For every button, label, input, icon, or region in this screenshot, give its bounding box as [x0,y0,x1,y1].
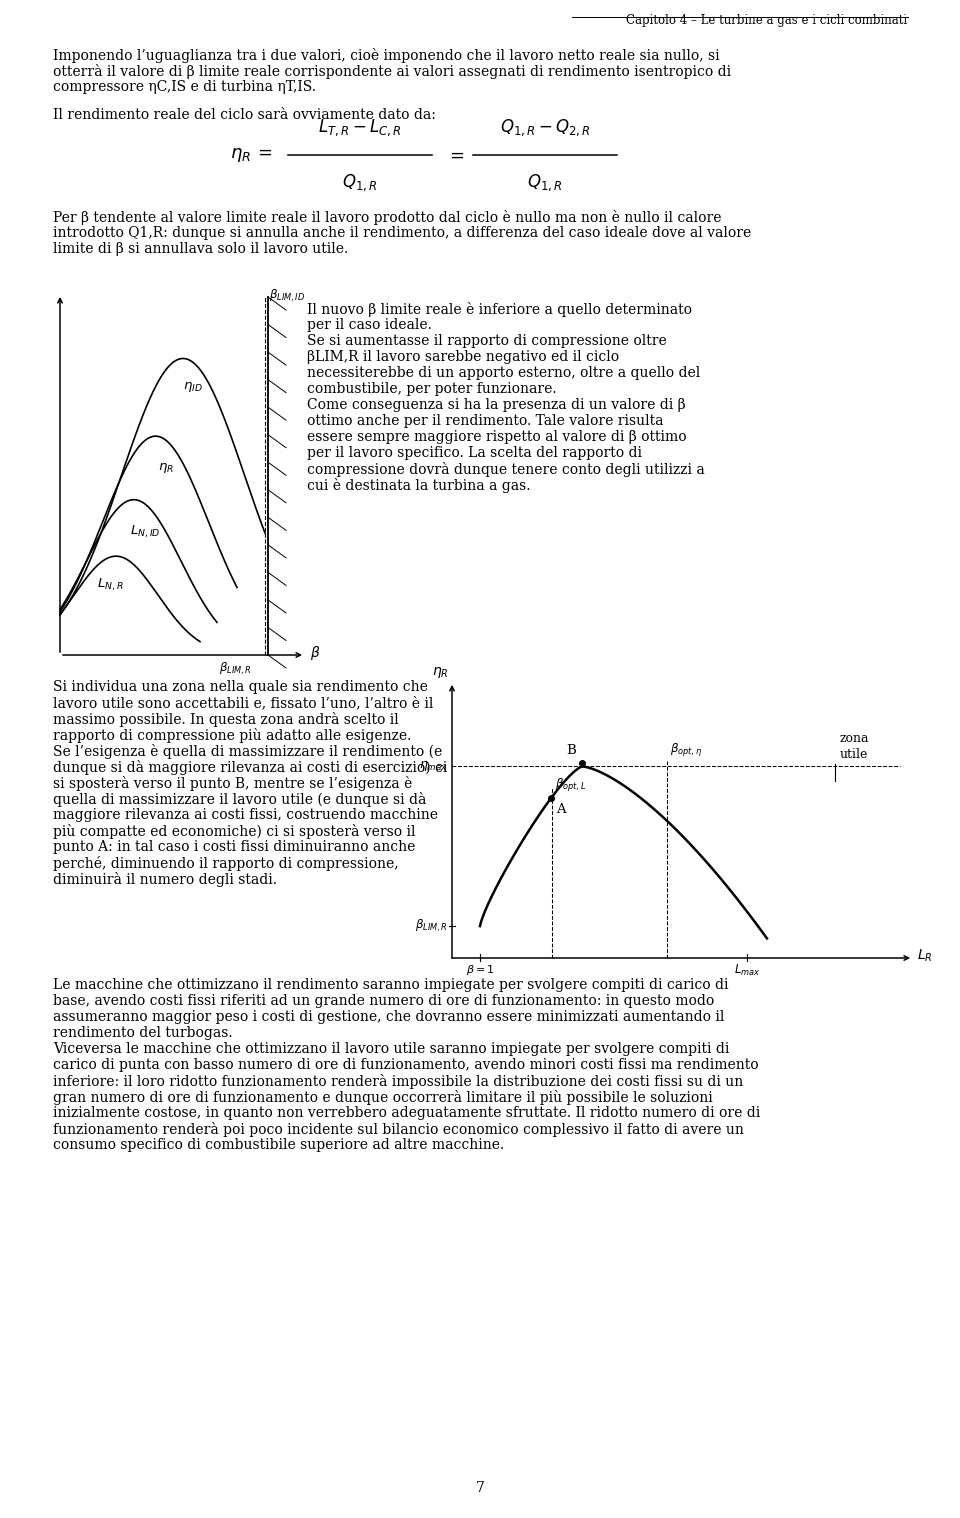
Text: dunque si dà maggiore rilevanza ai costi di esercizio) ci: dunque si dà maggiore rilevanza ai costi… [53,761,447,776]
Text: $L_{N,R}$: $L_{N,R}$ [97,577,124,592]
Text: $\eta_{ID}$: $\eta_{ID}$ [183,380,203,393]
Text: Il nuovo β limite reale è inferiore a quello determinato: Il nuovo β limite reale è inferiore a qu… [307,302,692,317]
Text: carico di punta con basso numero di ore di funzionamento, avendo minori costi fi: carico di punta con basso numero di ore … [53,1058,758,1072]
Text: introdotto Q1,R: dunque si annulla anche il rendimento, a differenza del caso id: introdotto Q1,R: dunque si annulla anche… [53,226,752,240]
Text: perché, diminuendo il rapporto di compressione,: perché, diminuendo il rapporto di compre… [53,856,398,871]
Text: $Q_{1,R}$: $Q_{1,R}$ [343,172,377,193]
Text: rapporto di compressione più adatto alle esigenze.: rapporto di compressione più adatto alle… [53,729,412,742]
Text: B: B [566,744,576,757]
Text: funzionamento renderà poi poco incidente sul bilancio economico complessivo il f: funzionamento renderà poi poco incidente… [53,1122,744,1137]
Text: punto A: in tal caso i costi fissi diminuiranno anche: punto A: in tal caso i costi fissi dimin… [53,839,416,855]
Text: $=$: $=$ [445,146,465,164]
Text: quella di massimizzare il lavoro utile (e dunque si dà: quella di massimizzare il lavoro utile (… [53,792,426,808]
Text: $L_{N,ID}$: $L_{N,ID}$ [130,524,160,540]
Text: $Q_{1,R} - Q_{2,R}$: $Q_{1,R} - Q_{2,R}$ [499,117,590,138]
Text: A: A [557,803,566,815]
Text: Se si aumentasse il rapporto di compressione oltre: Se si aumentasse il rapporto di compress… [307,334,667,348]
Text: diminuirà il numero degli stadi.: diminuirà il numero degli stadi. [53,871,277,887]
Text: rendimento del turbogas.: rendimento del turbogas. [53,1026,232,1040]
Text: per il lavoro specifico. La scelta del rapporto di: per il lavoro specifico. La scelta del r… [307,446,642,460]
Text: combustibile, per poter funzionare.: combustibile, per poter funzionare. [307,383,557,396]
Text: base, avendo costi fissi riferiti ad un grande numero di ore di funzionamento: i: base, avendo costi fissi riferiti ad un … [53,994,714,1008]
Text: $\eta_{max}$: $\eta_{max}$ [419,759,448,774]
Text: ottimo anche per il rendimento. Tale valore risulta: ottimo anche per il rendimento. Tale val… [307,414,663,428]
Text: inferiore: il loro ridotto funzionamento renderà impossibile la distribuzione de: inferiore: il loro ridotto funzionamento… [53,1075,743,1088]
Text: lavoro utile sono accettabili e, fissato l’uno, l’altro è il: lavoro utile sono accettabili e, fissato… [53,695,433,710]
Text: $L_R$: $L_R$ [917,947,932,964]
Text: cui è destinata la turbina a gas.: cui è destinata la turbina a gas. [307,478,531,493]
Text: inizialmente costose, in quanto non verrebbero adeguatamente sfruttate. Il ridot: inizialmente costose, in quanto non verr… [53,1107,760,1120]
Text: limite di β si annullava solo il lavoro utile.: limite di β si annullava solo il lavoro … [53,241,348,257]
Text: 7: 7 [475,1482,485,1495]
Text: $\beta_{LIM,R}$: $\beta_{LIM,R}$ [219,660,252,677]
Text: Il rendimento reale del ciclo sarà ovviamente dato da:: Il rendimento reale del ciclo sarà ovvia… [53,108,436,121]
Text: zona
utile: zona utile [840,733,870,762]
Text: compressore ηC,IS e di turbina ηT,IS.: compressore ηC,IS e di turbina ηT,IS. [53,80,316,94]
Text: massimo possibile. In questa zona andrà scelto il: massimo possibile. In questa zona andrà … [53,712,398,727]
Text: $L_{max}$: $L_{max}$ [733,962,760,978]
Text: $\eta_R$: $\eta_R$ [158,461,175,475]
Text: necessiterebbe di un apporto esterno, oltre a quello del: necessiterebbe di un apporto esterno, ol… [307,366,700,380]
Text: Se l’esigenza è quella di massimizzare il rendimento (e: Se l’esigenza è quella di massimizzare i… [53,744,443,759]
Text: $\beta_{opt,L}$: $\beta_{opt,L}$ [555,776,587,792]
Text: $\eta_R$: $\eta_R$ [432,665,449,680]
Text: $\beta_{opt,\eta}$: $\beta_{opt,\eta}$ [670,741,702,759]
Text: si sposterà verso il punto B, mentre se l’esigenza è: si sposterà verso il punto B, mentre se … [53,776,412,791]
Text: Come conseguenza si ha la presenza di un valore di β: Come conseguenza si ha la presenza di un… [307,398,685,411]
Text: per il caso ideale.: per il caso ideale. [307,317,432,332]
Text: $L_{T,R} - L_{C,R}$: $L_{T,R} - L_{C,R}$ [318,117,402,138]
Text: Capitolo 4 – Le turbine a gas e i cicli combinati: Capitolo 4 – Le turbine a gas e i cicli … [626,14,907,27]
Text: $Q_{1,R}$: $Q_{1,R}$ [527,172,563,193]
Text: consumo specifico di combustibile superiore ad altre macchine.: consumo specifico di combustibile superi… [53,1138,504,1152]
Text: Viceversa le macchine che ottimizzano il lavoro utile saranno impiegate per svol: Viceversa le macchine che ottimizzano il… [53,1041,730,1057]
Text: maggiore rilevanza ai costi fissi, costruendo macchine: maggiore rilevanza ai costi fissi, costr… [53,808,438,823]
Text: gran numero di ore di funzionamento e dunque occorrerà limitare il più possibile: gran numero di ore di funzionamento e du… [53,1090,712,1105]
Text: Imponendo l’uguaglianza tra i due valori, cioè imponendo che il lavoro netto rea: Imponendo l’uguaglianza tra i due valori… [53,49,720,64]
Text: $\beta_{LIM,ID}$: $\beta_{LIM,ID}$ [269,288,305,304]
Text: $\eta_R\, =$: $\eta_R\, =$ [229,146,272,164]
Text: Si individua una zona nella quale sia rendimento che: Si individua una zona nella quale sia re… [53,680,428,694]
Text: $\beta_{LIM,R}$: $\beta_{LIM,R}$ [416,918,448,934]
Text: essere sempre maggiore rispetto al valore di β ottimo: essere sempre maggiore rispetto al valor… [307,430,686,443]
Text: $\beta$: $\beta$ [310,644,321,662]
Text: βLIM,R il lavoro sarebbe negativo ed il ciclo: βLIM,R il lavoro sarebbe negativo ed il … [307,351,619,364]
Text: compressione dovrà dunque tenere conto degli utilizzi a: compressione dovrà dunque tenere conto d… [307,461,705,477]
Text: assumeranno maggior peso i costi di gestione, che dovranno essere minimizzati au: assumeranno maggior peso i costi di gest… [53,1009,725,1025]
Text: più compatte ed economiche) ci si sposterà verso il: più compatte ed economiche) ci si sposte… [53,824,416,839]
Text: otterrà il valore di β limite reale corrispondente ai valori assegnati di rendim: otterrà il valore di β limite reale corr… [53,64,732,79]
Text: Per β tendente al valore limite reale il lavoro prodotto dal ciclo è nullo ma no: Per β tendente al valore limite reale il… [53,209,722,225]
Text: $\beta = 1$: $\beta = 1$ [466,962,494,978]
Text: Le macchine che ottimizzano il rendimento saranno impiegate per svolgere compiti: Le macchine che ottimizzano il rendiment… [53,978,729,991]
